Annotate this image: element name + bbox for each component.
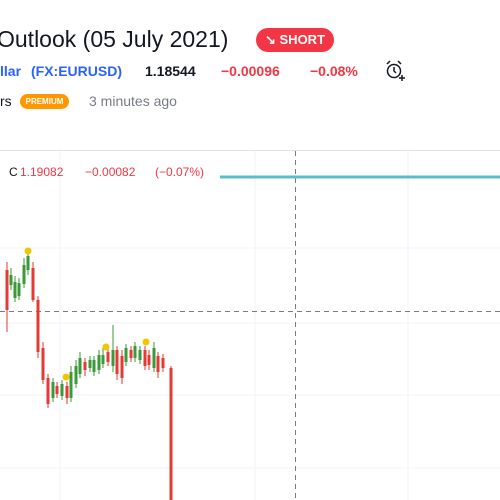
candle-body xyxy=(143,350,147,366)
alarm-face xyxy=(386,63,402,79)
candle-body xyxy=(120,356,124,378)
event-dot xyxy=(142,338,150,346)
candle-body xyxy=(161,358,165,368)
candle-body xyxy=(36,300,40,352)
candle-body xyxy=(69,372,73,398)
change: −0.00096 xyxy=(221,63,280,79)
legend-change: −0.00082 xyxy=(85,165,136,179)
candle-body xyxy=(41,348,45,380)
candle-body xyxy=(111,350,115,366)
candle-body xyxy=(92,360,96,372)
candle-body xyxy=(88,360,92,368)
candle-body xyxy=(156,356,160,372)
time: 3 minutes ago xyxy=(89,93,177,109)
candles xyxy=(5,247,173,500)
candle-body xyxy=(65,386,69,398)
candle-body xyxy=(78,358,82,374)
candle-body xyxy=(124,348,128,362)
idea-title: Outlook (05 July 2021) xyxy=(0,26,229,52)
candle-body xyxy=(83,362,87,370)
event-dot xyxy=(102,343,110,351)
change-percent: −0.08% xyxy=(310,63,358,79)
candle-body xyxy=(31,268,35,300)
candle-body xyxy=(74,366,78,384)
event-dot xyxy=(24,247,32,255)
legend-change-percent: (−0.07%) xyxy=(155,165,205,179)
premium-badge: PREMIUM xyxy=(20,94,69,109)
candle-body xyxy=(9,275,13,285)
candle-body xyxy=(26,256,30,270)
candle-body xyxy=(138,350,142,360)
candle-body xyxy=(60,384,64,396)
candle-body xyxy=(13,282,17,298)
legend-close: 1.19082 xyxy=(20,165,64,179)
legend-label: C xyxy=(9,165,18,179)
symbol[interactable]: (FX:EURUSD) xyxy=(31,63,122,79)
alarm-icon xyxy=(386,60,405,81)
author[interactable]: rs xyxy=(0,93,12,109)
arrow: ↘ xyxy=(264,32,276,47)
candle-body xyxy=(169,368,173,500)
short-badge[interactable]: ↘ SHORT xyxy=(256,28,334,52)
candle-body xyxy=(55,386,59,394)
candle-body xyxy=(51,382,55,398)
candle-body xyxy=(147,355,151,365)
alarm-hands xyxy=(386,60,405,81)
symbol-name[interactable]: llar xyxy=(0,63,22,79)
candle-body xyxy=(129,350,133,358)
candle-body xyxy=(152,348,156,368)
event-dot xyxy=(62,373,70,381)
price: 1.18544 xyxy=(145,63,196,79)
candle-body xyxy=(106,352,110,362)
candle-body xyxy=(22,265,26,284)
badge-text: SHORT xyxy=(279,32,326,47)
candle-body xyxy=(97,355,101,370)
candle-body xyxy=(115,350,119,374)
candle-body xyxy=(5,270,9,310)
candle-body xyxy=(17,283,21,296)
candle-body xyxy=(133,346,137,358)
grid xyxy=(0,151,500,500)
candle-body xyxy=(46,378,50,404)
candle-body xyxy=(101,355,105,364)
